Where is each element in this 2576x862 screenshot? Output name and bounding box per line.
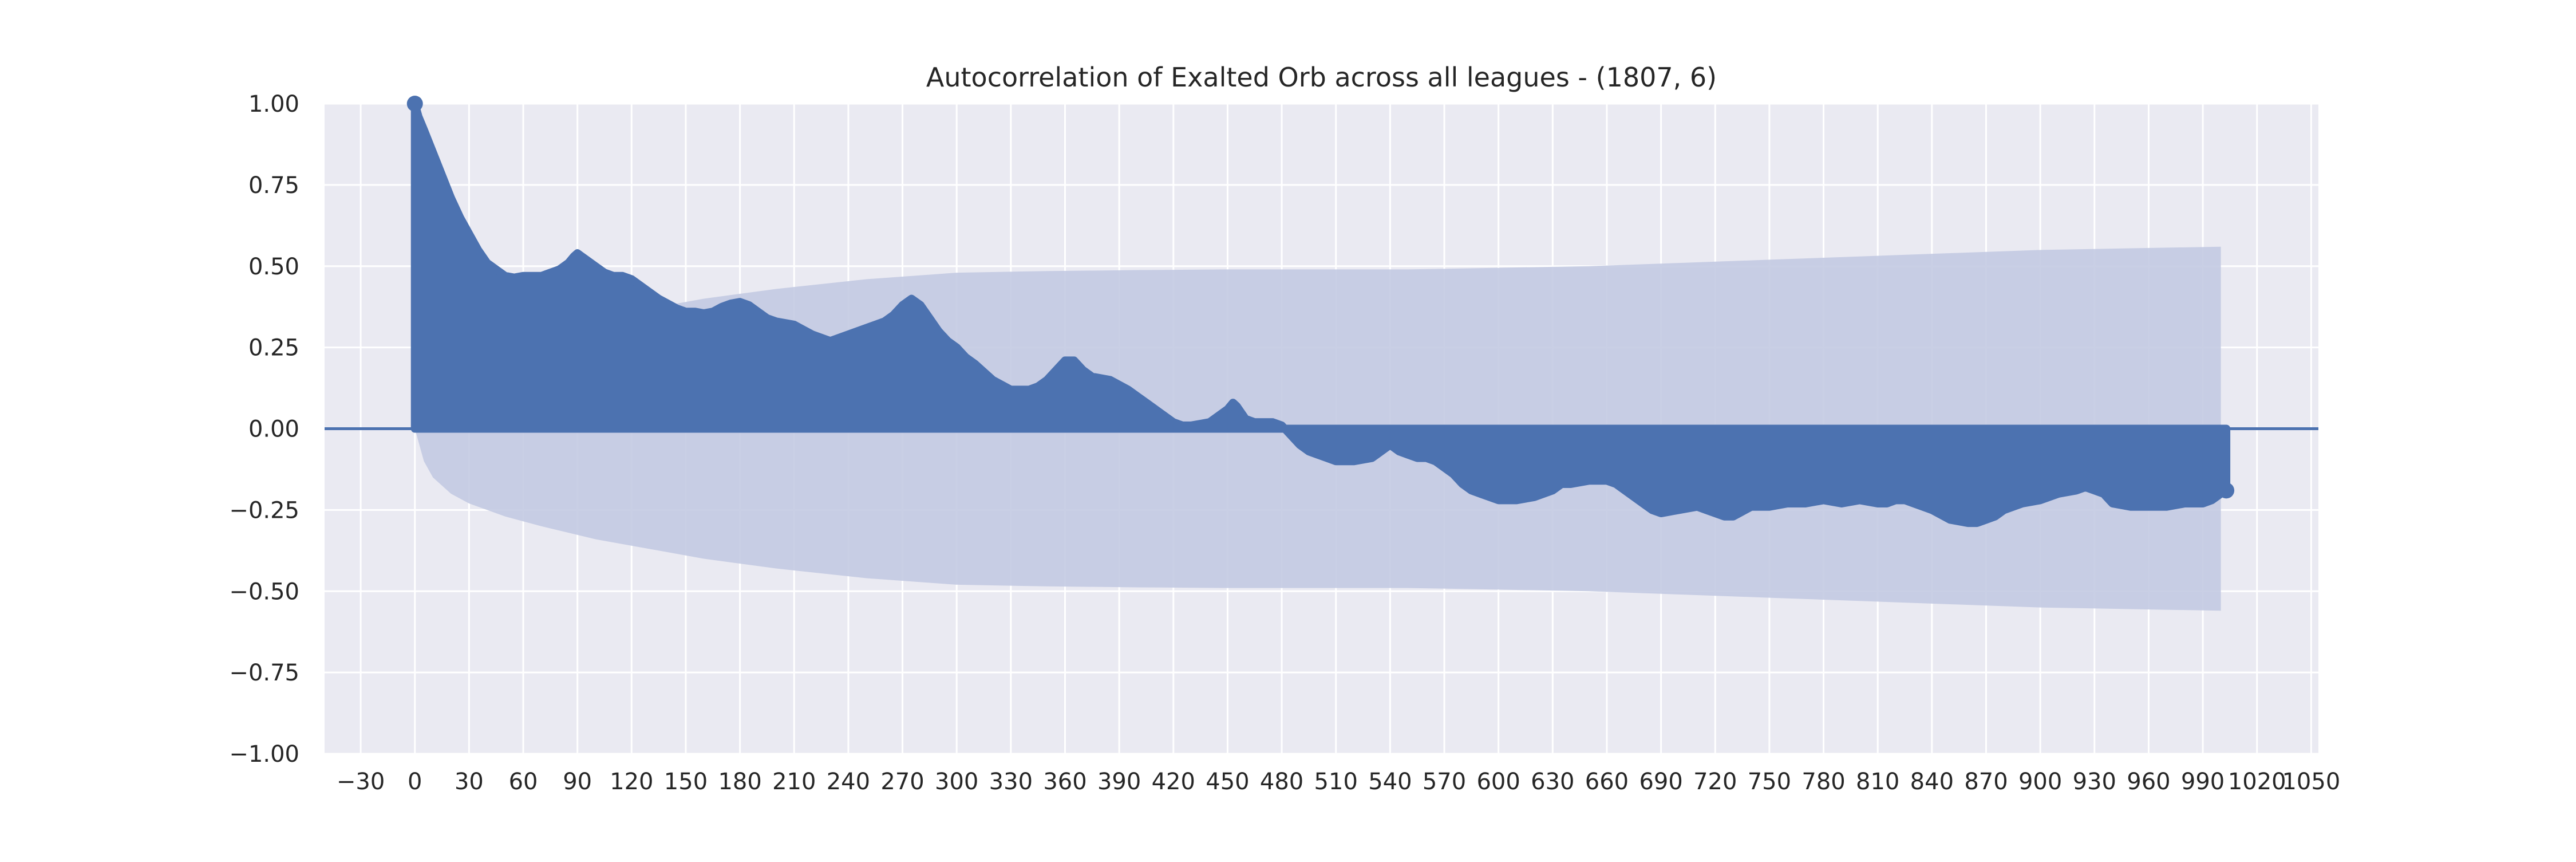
x-tick-label: 420 [1152, 769, 1195, 795]
series-layer [325, 96, 2318, 528]
x-tick-label: 870 [1964, 769, 2008, 795]
y-tick-label: 0.00 [248, 416, 299, 443]
x-tick-label: 0 [408, 769, 422, 795]
x-tick-label: 480 [1260, 769, 1303, 795]
x-tick-label: 180 [718, 769, 761, 795]
x-tick-label: 330 [989, 769, 1033, 795]
x-tick-label: 810 [1856, 769, 1899, 795]
y-tick-label: 0.25 [248, 335, 299, 361]
x-tick-label: 150 [664, 769, 708, 795]
x-tick-label: 60 [509, 769, 538, 795]
y-tick-label: −0.50 [229, 578, 299, 605]
x-tick-label: 840 [1910, 769, 1954, 795]
x-tick-label: 240 [827, 769, 870, 795]
y-axis-ticks: 1.00 0.75 0.50 0.25 0.00 −0.25 −0.50 −0.75 −1.00 [229, 91, 299, 767]
x-tick-label: 1050 [2282, 769, 2340, 795]
y-tick-label: 1.00 [248, 91, 299, 117]
x-axis-ticks: −30 0 30 60 90 120 150 180 210 240 270 300 330 360 390… [337, 769, 2340, 795]
y-tick-label: −1.00 [229, 741, 299, 767]
x-tick-label: 540 [1368, 769, 1412, 795]
y-tick-label: −0.25 [229, 497, 299, 524]
y-tick-label: −0.75 [229, 660, 299, 686]
x-tick-label: 930 [2073, 769, 2116, 795]
acf-series-area [410, 100, 2231, 528]
x-tick-label: 720 [1693, 769, 1737, 795]
x-tick-label: 360 [1043, 769, 1086, 795]
x-tick-label: 90 [563, 769, 592, 795]
x-tick-label: 570 [1423, 769, 1466, 795]
x-tick-label: −30 [337, 769, 385, 795]
x-tick-label: 900 [2018, 769, 2062, 795]
y-tick-label: 0.50 [248, 254, 299, 280]
x-tick-label: 960 [2127, 769, 2170, 795]
acf-point-first [406, 96, 423, 112]
x-tick-label: 210 [772, 769, 816, 795]
x-tick-label: 630 [1531, 769, 1574, 795]
x-tick-label: 600 [1476, 769, 1520, 795]
chart-title: Autocorrelation of Exalted Orb across al… [926, 62, 1717, 93]
x-tick-label: 1020 [2228, 769, 2286, 795]
x-tick-label: 750 [1748, 769, 1791, 795]
x-tick-label: 660 [1585, 769, 1629, 795]
x-tick-label: 450 [1206, 769, 1249, 795]
x-tick-label: 990 [2181, 769, 2225, 795]
x-tick-label: 120 [610, 769, 653, 795]
x-tick-label: 510 [1314, 769, 1358, 795]
x-tick-label: 390 [1097, 769, 1141, 795]
x-tick-label: 300 [935, 769, 978, 795]
acf-point-last [2218, 482, 2235, 499]
y-tick-label: 0.75 [248, 172, 299, 199]
x-tick-label: 270 [880, 769, 924, 795]
x-tick-label: 780 [1801, 769, 1845, 795]
x-tick-label: 30 [455, 769, 484, 795]
x-tick-label: 690 [1639, 769, 1682, 795]
